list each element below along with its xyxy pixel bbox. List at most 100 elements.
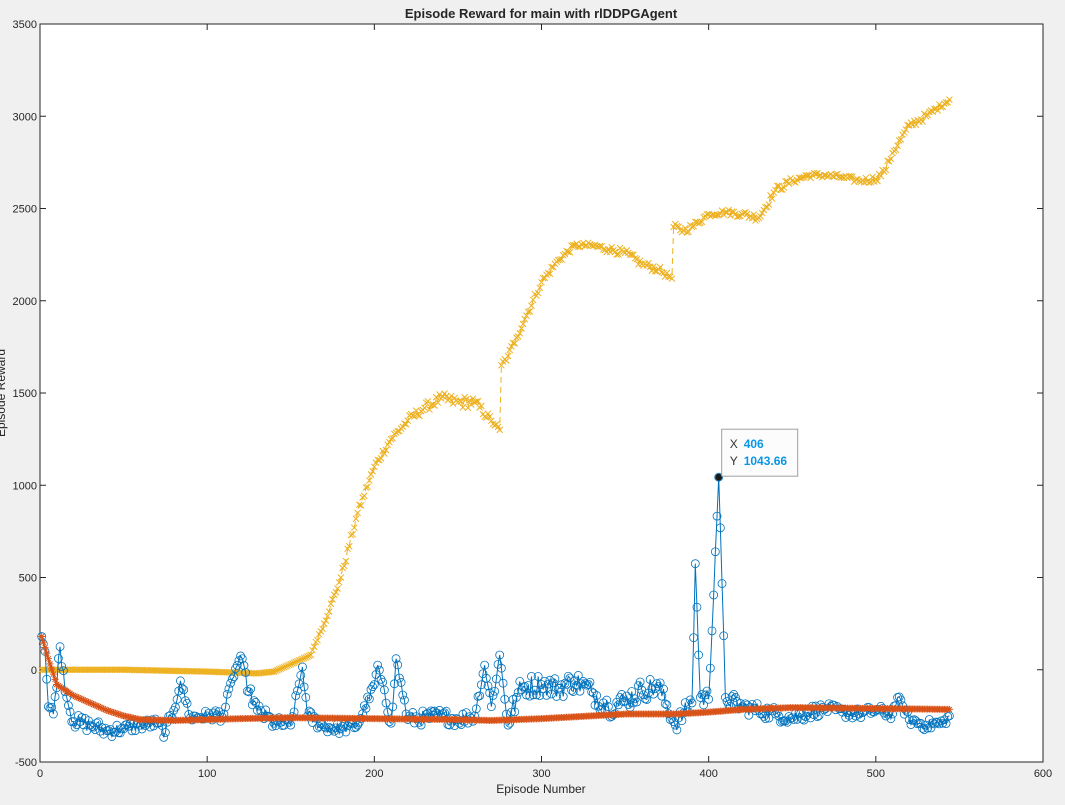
data-point: [832, 171, 840, 178]
data-point: [71, 692, 79, 700]
data-point: [720, 693, 730, 702]
data-point: [511, 340, 519, 347]
data-point: [487, 417, 495, 425]
data-point: [882, 166, 890, 174]
data-point: [177, 683, 187, 693]
data-point: [694, 650, 704, 660]
data-point: [650, 263, 657, 270]
data-tip-x-label: X: [730, 437, 738, 451]
data-point: [687, 698, 697, 708]
data-point: [48, 709, 58, 719]
data-point: [179, 685, 189, 695]
data-point: [295, 657, 303, 664]
data-point: [757, 212, 764, 220]
data-point: [630, 251, 637, 259]
data-point: [636, 257, 644, 264]
data-point: [373, 660, 383, 670]
x-tick-label: 100: [198, 768, 216, 780]
data-point: [302, 654, 310, 661]
data-point: [472, 398, 480, 405]
data-point: [113, 710, 121, 718]
data-point: [924, 111, 932, 119]
data-point: [430, 706, 439, 716]
data-point: [549, 263, 557, 271]
data-point: [275, 666, 283, 673]
data-point: [327, 600, 335, 608]
data-point: [272, 667, 280, 675]
data-point: [722, 208, 729, 216]
data-point: [941, 719, 951, 729]
data-point: [651, 267, 659, 275]
data-point: [105, 725, 115, 734]
data-point: [564, 248, 572, 256]
y-tick-label: 1000: [13, 480, 37, 492]
data-point: [485, 688, 495, 698]
data-point: [172, 694, 182, 704]
data-point: [320, 620, 328, 627]
data-point: [697, 689, 707, 699]
data-point: [798, 174, 806, 182]
data-point: [87, 722, 97, 731]
data-point: [518, 325, 525, 332]
x-tick-label: 600: [1034, 768, 1052, 780]
data-point: [515, 676, 525, 686]
data-point: [924, 715, 934, 724]
data-point: [360, 492, 368, 500]
data-tip-marker[interactable]: [715, 473, 723, 481]
data-tip-box: [721, 428, 799, 477]
data-point: [331, 723, 341, 733]
data-point: [107, 732, 117, 741]
data-point: [366, 685, 376, 694]
data-point: [457, 398, 465, 405]
data-point: [341, 727, 351, 737]
y-tick-label: 3500: [13, 19, 37, 31]
data-point: [239, 661, 249, 670]
data-point: [705, 663, 715, 673]
data-point: [96, 703, 104, 711]
data-point: [304, 653, 311, 660]
data-point: [536, 284, 544, 292]
chart-title: Episode Reward for main with rlDDPGAgent: [405, 6, 678, 21]
data-point: [46, 660, 54, 668]
data-point: [577, 679, 587, 689]
data-point: [374, 456, 382, 464]
data-point: [704, 694, 714, 704]
data-point: [130, 726, 140, 735]
plot-area: [39, 23, 1044, 763]
data-point: [593, 701, 603, 711]
data-point: [660, 699, 670, 709]
data-point: [399, 423, 407, 431]
data-point: [662, 700, 672, 710]
data-point: [59, 666, 68, 676]
data-point: [426, 406, 433, 413]
data-point: [254, 701, 264, 711]
data-point: [540, 676, 550, 686]
data-point: [546, 270, 554, 278]
data-point: [39, 638, 47, 646]
data-tip[interactable]: X 406 Y 1043.66: [715, 428, 799, 481]
data-point: [869, 173, 876, 181]
data-point: [224, 684, 234, 694]
data-point: [695, 220, 702, 227]
data-point: [48, 665, 56, 673]
data-point: [376, 674, 386, 684]
data-point: [615, 250, 622, 258]
data-point: [301, 693, 311, 702]
data-point: [583, 679, 593, 689]
data-point: [606, 248, 614, 256]
data-point: [345, 542, 353, 550]
data-point: [764, 713, 774, 723]
data-point: [787, 713, 797, 723]
data-point: [750, 211, 758, 218]
data-point: [395, 673, 404, 683]
data-point: [232, 660, 242, 670]
data-point: [537, 680, 546, 689]
data-point: [329, 596, 336, 603]
data-point: [249, 696, 259, 705]
data-point: [689, 633, 699, 643]
data-point: [894, 142, 901, 149]
data-point: [159, 732, 169, 742]
data-point: [725, 206, 733, 214]
data-point: [279, 664, 286, 672]
